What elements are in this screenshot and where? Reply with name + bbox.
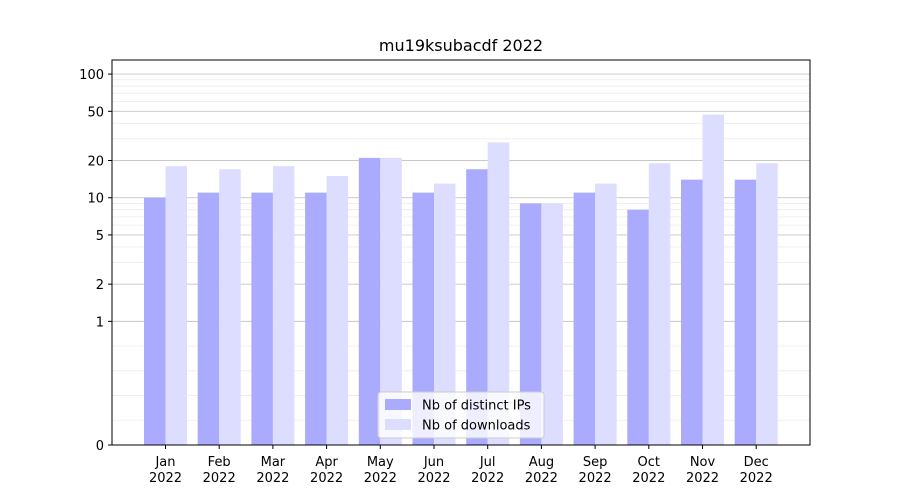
bar — [734, 179, 757, 446]
bar — [595, 183, 617, 445]
bar — [219, 169, 241, 445]
x-tick-label: Nov 2022 — [686, 455, 719, 486]
x-tick-label: Jun 2022 — [417, 455, 450, 486]
bar — [144, 197, 166, 445]
y-tick-label: 50 — [87, 105, 104, 120]
bar — [165, 166, 187, 445]
bar — [197, 192, 220, 445]
bar — [358, 157, 381, 446]
y-tick-label: 5 — [96, 229, 104, 244]
x-tick-label: May 2022 — [364, 455, 397, 486]
legend-box — [377, 391, 545, 439]
y-tick-label: 100 — [79, 68, 104, 83]
x-tick-label: Dec 2022 — [740, 455, 773, 486]
bars — [144, 114, 778, 446]
x-tick-label: Jul 2022 — [471, 455, 504, 486]
x-tick-label: Jan 2022 — [149, 455, 182, 486]
x-axis: Jan 2022 Feb 2022 Mar 2022 Apr 2022 May 2022 Jun 20… — [149, 445, 773, 486]
legend-swatch — [385, 399, 411, 410]
x-tick-label: Aug 2022 — [525, 455, 558, 486]
x-tick-label: Feb 2022 — [203, 455, 236, 486]
x-tick-label: Oct 2022 — [632, 455, 665, 486]
y-tick-label: 10 — [87, 192, 104, 207]
chart-title: mu19ksubacdf 2022 — [379, 36, 543, 55]
bar — [251, 192, 273, 445]
legend-swatch — [385, 419, 411, 430]
bar — [434, 183, 456, 445]
x-tick-label: Mar 2022 — [256, 455, 289, 486]
bar — [380, 157, 402, 446]
plot-frame — [111, 59, 811, 446]
legend-label: Nb of downloads — [422, 419, 531, 434]
bar — [627, 209, 649, 445]
legend: Nb of distinct IPs Nb of downloads — [377, 391, 545, 439]
bar — [487, 142, 510, 445]
bar — [412, 192, 434, 445]
legend-label: Nb of distinct IPs — [422, 399, 531, 414]
bar — [519, 203, 542, 445]
bar — [573, 192, 596, 445]
y-tick-label: 20 — [87, 155, 104, 170]
y-tick-label: 1 — [96, 315, 104, 330]
bar — [756, 163, 778, 445]
bar — [326, 175, 349, 445]
bar — [648, 163, 671, 445]
bar — [466, 169, 488, 445]
bar — [681, 179, 703, 446]
bar — [541, 203, 563, 445]
y-tick-label: 0 — [96, 439, 104, 454]
bar — [702, 114, 724, 445]
x-tick-label: Apr 2022 — [310, 455, 343, 486]
y-tick-label: 2 — [96, 278, 104, 293]
y-axis: 0 1 2 5 10 20 50 100 — [79, 68, 112, 454]
x-tick-label: Sep 2022 — [579, 455, 612, 486]
bar — [305, 192, 327, 445]
bar — [272, 166, 295, 445]
